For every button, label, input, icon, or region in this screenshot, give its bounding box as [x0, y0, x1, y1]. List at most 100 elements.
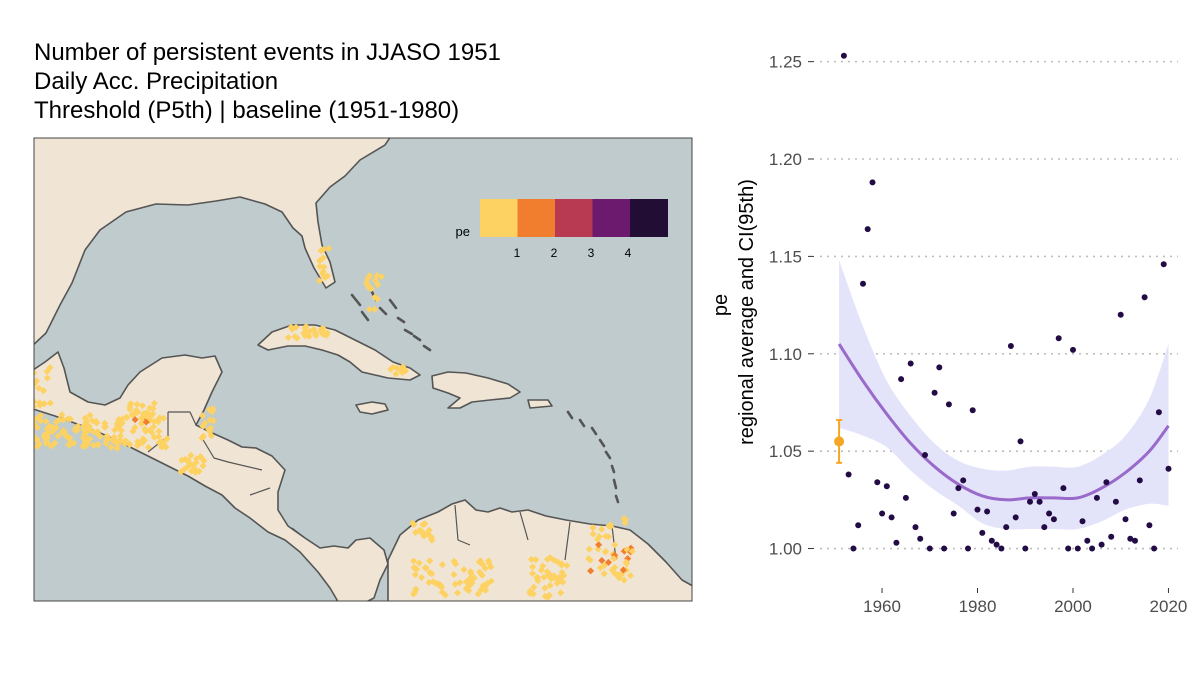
pe-cell: [156, 414, 164, 422]
pe-cell: [596, 564, 604, 572]
pe-cell: [43, 425, 51, 433]
data-point: [1017, 438, 1024, 445]
pe-cell: [620, 515, 628, 523]
data-point: [1070, 346, 1076, 353]
pe-cell: [34, 377, 41, 385]
legend-label-4: 4: [625, 246, 632, 260]
pe-cell: [129, 427, 137, 435]
data-point: [936, 364, 943, 371]
pe-cell: [589, 524, 597, 532]
pe-cell: [116, 421, 125, 429]
pe-cell: [52, 424, 60, 432]
data-point: [850, 545, 857, 552]
pe-cell: [534, 573, 542, 581]
pe-cell: [399, 363, 407, 371]
x-tick-label: 1980: [959, 597, 997, 616]
yearly-points: [840, 52, 1172, 552]
pe-cell: [626, 572, 634, 580]
pe-cell: [615, 574, 623, 582]
y-tick-label: 1.20: [769, 150, 802, 169]
puerto-rico-island: [527, 399, 553, 409]
pe-cell: [595, 532, 603, 541]
pe-cell: [377, 273, 386, 281]
data-point: [1012, 514, 1019, 521]
pe-cell: [563, 562, 571, 570]
lesser-antilles-islands: [566, 410, 620, 504]
pe-cell: [79, 442, 87, 450]
pe-cell: [415, 559, 423, 567]
data-point: [874, 479, 881, 486]
pe-cell: [487, 577, 495, 585]
pe-cell: [526, 587, 534, 595]
data-point: [1003, 524, 1010, 531]
data-point: [1065, 545, 1072, 552]
pe-cell: [301, 332, 309, 340]
pe-cell: [605, 522, 613, 530]
pe-cell: [142, 418, 150, 426]
data-point: [912, 524, 919, 531]
pe-cell: [317, 247, 325, 255]
pe-cell: [600, 570, 608, 578]
pe-cell: [465, 582, 473, 590]
pe-cell: [604, 558, 613, 566]
pe-cell: [138, 402, 147, 410]
data-point: [984, 508, 991, 515]
data-point: [1122, 516, 1129, 523]
data-point: [1046, 510, 1053, 517]
pe-cell: [116, 432, 125, 440]
pe-cell: [126, 403, 134, 411]
pe-cell: [429, 578, 437, 586]
pe-cell: [293, 334, 301, 342]
pe-cell: [133, 400, 141, 408]
pe-cell: [199, 422, 207, 430]
y-tick-label: 1.15: [769, 247, 802, 266]
pe-cell: [460, 566, 468, 574]
pe-cell: [365, 284, 373, 292]
legend-swatch-3: [555, 199, 593, 237]
data-point: [907, 360, 914, 367]
pe-cell: [155, 433, 163, 441]
data-point: [1103, 479, 1110, 486]
pe-cell: [305, 327, 313, 335]
pe-cell: [205, 406, 213, 414]
data-point: [950, 510, 957, 517]
pe-cell: [43, 374, 51, 382]
data-point: [893, 539, 900, 546]
pe-cell: [46, 364, 54, 372]
legend-title: pe: [456, 224, 470, 239]
pe-cell: [480, 582, 488, 590]
pe-cell: [199, 462, 207, 470]
pe-cell: [619, 566, 627, 574]
data-point: [1036, 498, 1043, 505]
pe-cell: [594, 545, 602, 553]
smooth-trend-line: [837, 343, 1170, 502]
data-point: [869, 179, 876, 186]
pe-cell: [320, 263, 328, 271]
pe-cell: [541, 584, 549, 592]
pe-cell: [199, 432, 207, 440]
pe-cell: [598, 525, 606, 533]
y-axis-label-line-2: regional average and CI(95th): [736, 179, 758, 445]
pe-cell: [410, 590, 418, 598]
data-point: [922, 452, 928, 458]
pe-cell: [527, 555, 536, 563]
pe-cell: [426, 557, 434, 565]
pe-cell: [86, 411, 94, 419]
pe-cell: [438, 588, 446, 596]
pe-cell: [113, 444, 121, 452]
data-point: [945, 401, 952, 408]
pe-cell: [55, 416, 63, 424]
data-point: [1165, 465, 1172, 472]
pe-cell: [36, 401, 44, 409]
pe-cell: [543, 568, 551, 576]
legend-swatch-1: [480, 199, 518, 237]
pe-cell: [427, 533, 435, 541]
pe-cell: [180, 466, 188, 474]
pe-cell: [92, 417, 100, 425]
pe-cell: [371, 293, 379, 301]
pe-cell: [35, 384, 43, 392]
legend-label-1: 1: [514, 246, 521, 260]
pe-cell: [140, 410, 148, 418]
data-point: [1074, 545, 1081, 552]
